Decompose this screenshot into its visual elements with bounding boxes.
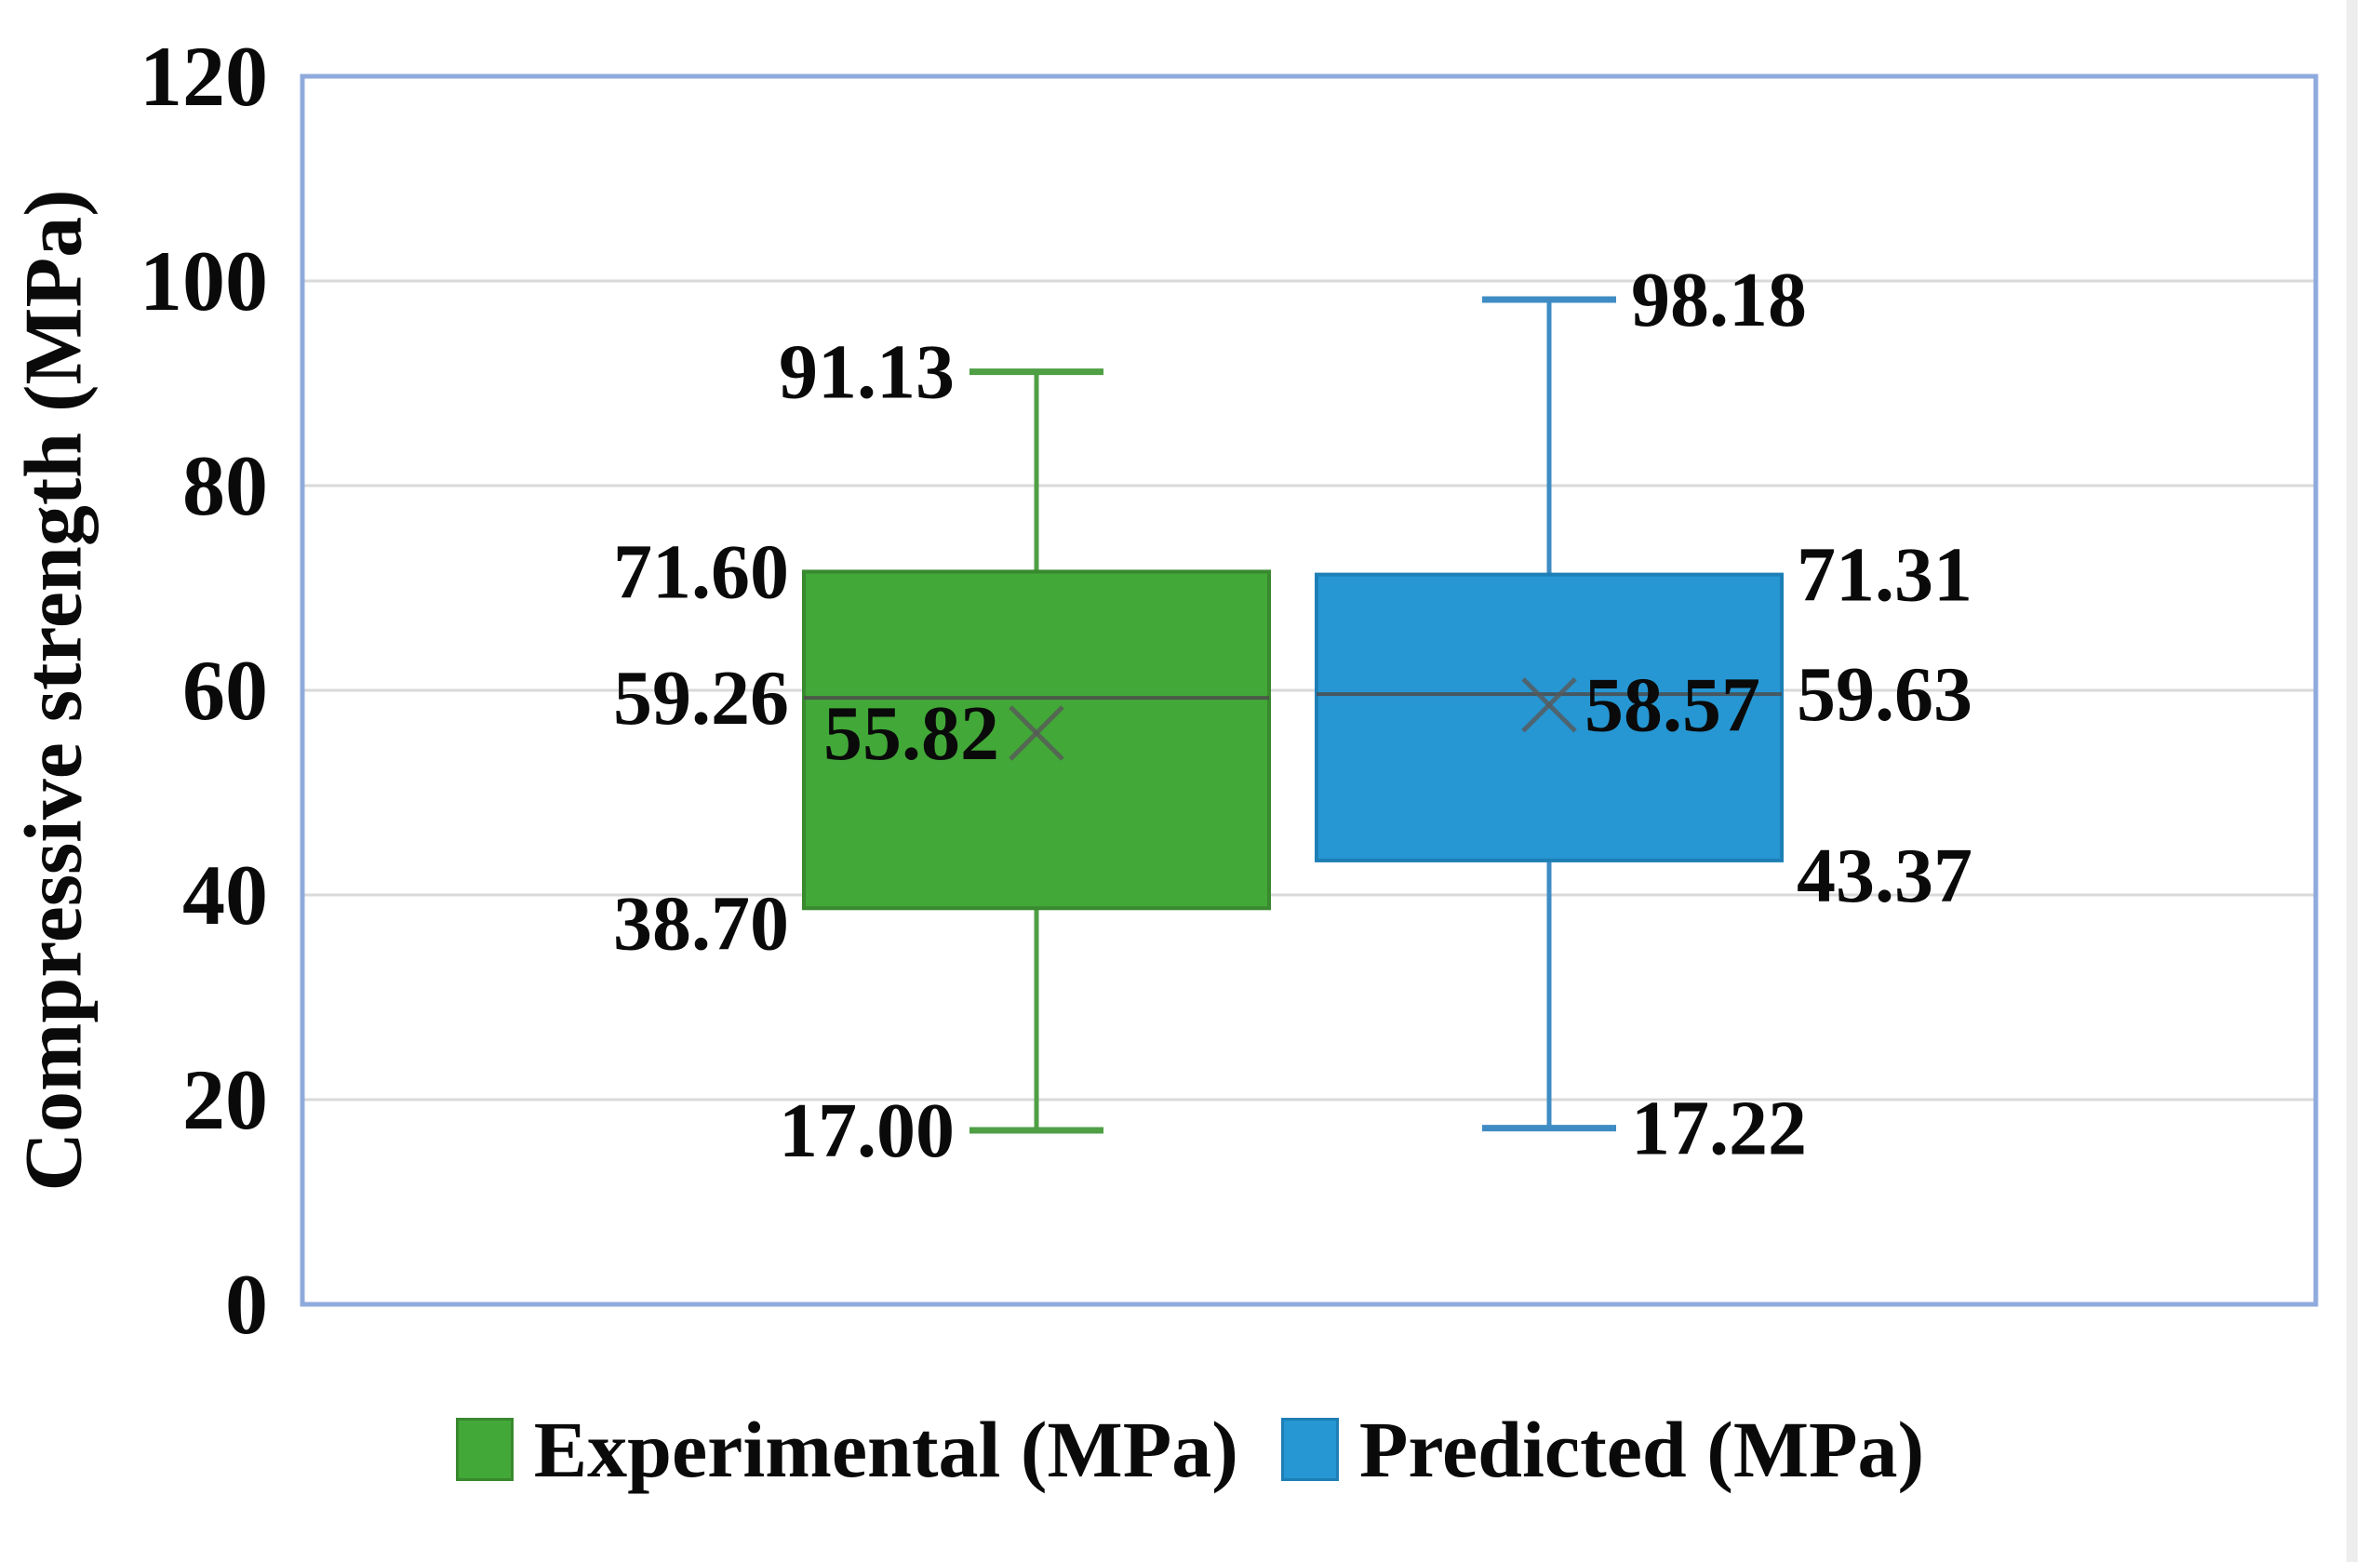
y-tick-label: 60 (182, 643, 268, 738)
label-mean-experimental: 55.82 (823, 690, 999, 777)
label-median-experimental: 59.26 (613, 655, 789, 741)
box-predicted (1315, 572, 1784, 862)
mean-marker-experimental (1009, 705, 1064, 761)
legend-label-experimental: Experimental (MPa) (533, 1405, 1238, 1494)
y-axis-title: Compressive strength (MPa) (8, 189, 100, 1192)
label-median-predicted: 59.63 (1797, 651, 1972, 738)
y-tick-label: 80 (182, 438, 268, 533)
label-q3-experimental: 71.60 (613, 528, 789, 615)
label-q3-predicted: 71.31 (1797, 532, 1972, 619)
label-max-predicted: 98.18 (1631, 257, 1807, 343)
label-max-experimental: 91.13 (779, 329, 955, 416)
y-tick-label: 0 (225, 1257, 268, 1352)
mean-marker-predicted (1521, 676, 1577, 733)
y-tick-label: 100 (140, 234, 268, 328)
plot-border (300, 73, 2319, 1307)
legend: Experimental (MPa) Predicted (MPa) (0, 1403, 2380, 1496)
label-min-experimental: 17.00 (779, 1088, 955, 1174)
box-experimental (802, 569, 1271, 911)
label-q1-experimental: 38.70 (613, 880, 789, 967)
label-min-predicted: 17.22 (1631, 1086, 1807, 1172)
legend-item-predicted: Predicted (MPa) (1280, 1403, 1925, 1496)
legend-swatch-experimental (455, 1418, 514, 1481)
label-mean-predicted: 58.57 (1584, 662, 1760, 749)
y-tick-label: 120 (140, 29, 268, 124)
y-tick-label: 40 (182, 848, 268, 942)
label-q1-predicted: 43.37 (1797, 833, 1972, 919)
scan-edge-artifact (2347, 0, 2358, 1562)
y-tick-label: 20 (182, 1052, 268, 1147)
legend-label-predicted: Predicted (MPa) (1358, 1405, 1925, 1494)
legend-swatch-predicted (1280, 1418, 1339, 1481)
legend-item-experimental: Experimental (MPa) (455, 1403, 1238, 1496)
